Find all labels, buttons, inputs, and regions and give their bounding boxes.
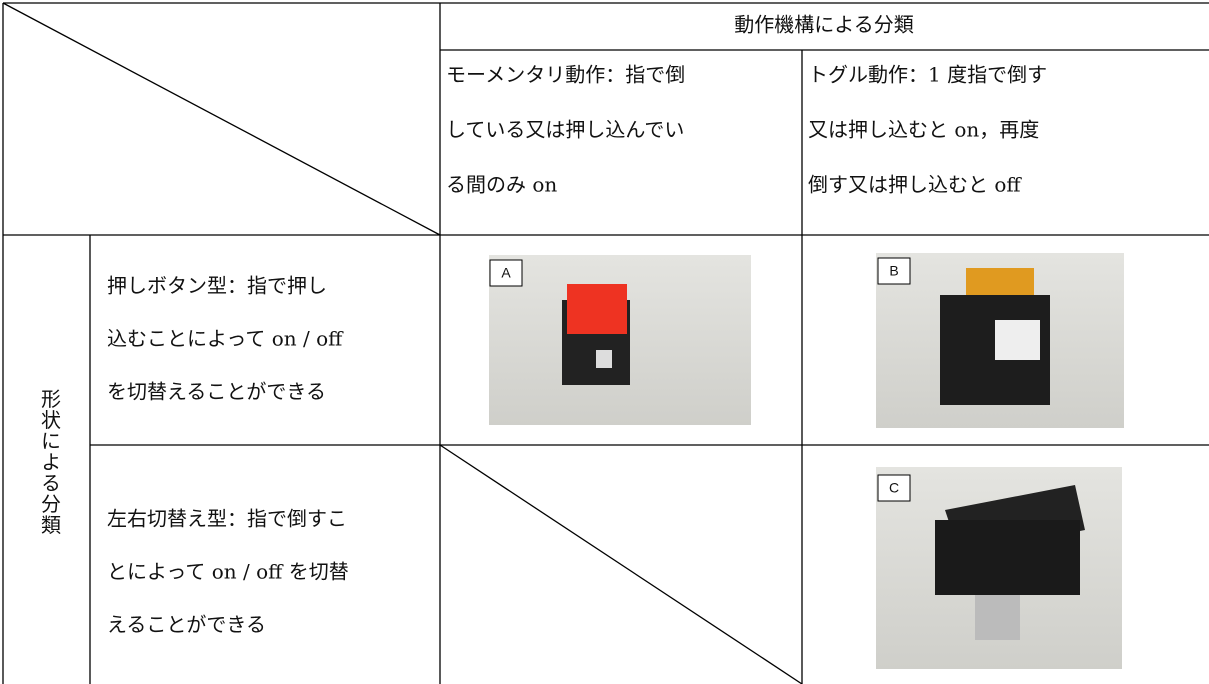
group-header: 動作機構による分類 [734,13,913,37]
column-header-line: モーメンタリ動作：指で倒 [446,63,685,87]
row-header-line: 押しボタン型：指で押し [107,274,327,298]
image-label: C [889,480,899,496]
photo-c [876,467,1122,669]
image-labels: A B C [489,257,911,502]
column-header-line: トグル動作：1 度指で倒す [808,63,1047,87]
image-label: A [501,265,511,281]
image-label: B [889,263,898,279]
photo-a [489,255,751,425]
photo-b [876,253,1124,428]
row-header-line: 左右切替え型：指で倒すこ [107,507,347,531]
column-header-line: 又は押し込むと on，再度 [808,118,1039,142]
column-header-line: 倒す又は押し込むと off [808,173,1022,197]
column-header-line: している又は押し込んでい [446,118,684,142]
row-header-line: を切替えることができる [107,380,326,404]
row-group-label: 形状による分類 [38,388,62,535]
row-header-line: 込むことによって on / off [107,327,344,351]
column-header-line: る間のみ on [446,173,557,197]
row-header-line: とによって on / off を切替 [107,560,349,584]
row-header-line: えることができる [107,613,266,637]
